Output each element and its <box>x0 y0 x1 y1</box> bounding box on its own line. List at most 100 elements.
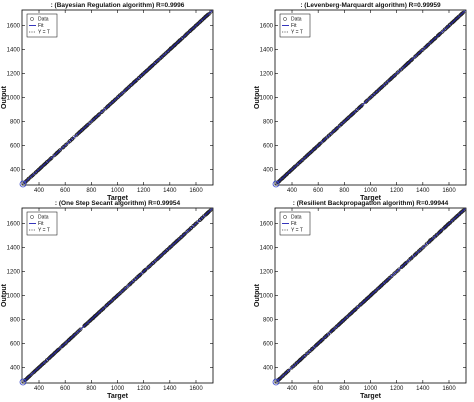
data-point <box>175 40 180 45</box>
data-point <box>447 220 452 225</box>
data-point <box>159 55 164 60</box>
data-point <box>178 38 182 43</box>
data-point <box>166 49 170 54</box>
data-point <box>169 46 173 51</box>
data-point <box>393 72 398 77</box>
data-point <box>152 260 156 265</box>
data-point <box>278 376 283 381</box>
data-point <box>193 23 198 28</box>
data-point <box>340 319 345 324</box>
data-point <box>148 65 153 70</box>
data-point <box>296 161 301 166</box>
data-point <box>28 373 33 378</box>
data-point <box>300 355 305 360</box>
data-point <box>284 370 289 375</box>
data-point <box>150 63 155 68</box>
data-point <box>459 12 464 17</box>
data-point <box>182 232 187 237</box>
data-point <box>209 10 213 14</box>
data-point <box>397 267 401 272</box>
data-point <box>145 68 150 72</box>
data-point <box>38 364 42 369</box>
data-point <box>376 286 381 291</box>
x-tick-label: 600 <box>313 188 324 194</box>
x-tick-label: 1200 <box>390 188 404 194</box>
data-point <box>379 283 384 288</box>
x-axis-label: Target <box>107 195 129 202</box>
data-point <box>63 341 68 346</box>
data-point <box>430 236 435 241</box>
data-point <box>280 176 285 181</box>
data-point <box>388 275 393 279</box>
data-point <box>346 313 351 318</box>
x-tick-label: 600 <box>60 188 71 194</box>
data-point <box>143 70 147 75</box>
data-point <box>424 44 429 49</box>
data-point <box>331 327 335 332</box>
data-point <box>197 20 202 25</box>
data-point <box>23 180 28 184</box>
origin-marker <box>272 180 280 188</box>
data-point <box>54 151 59 156</box>
data-point <box>43 360 47 364</box>
data-point <box>409 58 414 62</box>
data-point <box>434 233 439 238</box>
data-point <box>305 351 310 356</box>
data-point <box>93 115 98 120</box>
y-axis-label: Output <box>1 85 8 109</box>
data-point <box>52 153 56 158</box>
data-point <box>355 108 359 112</box>
data-point <box>30 173 35 178</box>
data-point <box>334 325 338 330</box>
data-point <box>433 35 438 40</box>
x-axis-label: Target <box>360 393 382 400</box>
data-point <box>404 62 409 67</box>
y-tick-label: 600 <box>10 143 21 149</box>
data-point <box>185 229 190 234</box>
data-point <box>25 376 30 381</box>
data-point <box>200 216 204 221</box>
data-point <box>297 160 301 165</box>
data-point <box>155 257 159 262</box>
data-point <box>184 32 188 37</box>
fit-line <box>23 10 213 185</box>
panel-title: : (Levenberg-Marquardt algorithm) R=0.99… <box>300 2 441 9</box>
data-point <box>92 314 97 319</box>
data-point <box>452 19 456 23</box>
x-tick-label: 400 <box>287 386 298 392</box>
legend-box <box>279 13 311 38</box>
data-point <box>372 289 377 294</box>
data-point <box>337 322 341 326</box>
data-point <box>67 139 72 144</box>
y-tick-label: 400 <box>263 365 274 371</box>
data-point <box>345 315 350 319</box>
data-point <box>61 145 66 149</box>
x-tick-label: 1600 <box>442 188 456 194</box>
data-point <box>23 180 27 185</box>
data-point <box>403 261 408 266</box>
data-point <box>429 39 434 44</box>
data-point <box>387 275 392 280</box>
data-point <box>29 174 34 179</box>
data-point <box>200 215 205 220</box>
x-tick-label: 800 <box>339 188 350 194</box>
data-point <box>106 104 110 109</box>
data-point <box>166 49 171 53</box>
data-point <box>129 82 134 87</box>
data-point <box>56 149 61 154</box>
legend-label: Fit <box>38 23 44 29</box>
data-point <box>350 310 354 315</box>
data-point <box>425 43 430 48</box>
data-point <box>122 287 127 292</box>
data-point <box>194 23 198 28</box>
data-point <box>146 265 151 270</box>
data-point <box>123 88 128 93</box>
data-point <box>364 297 369 302</box>
data-point <box>341 318 346 323</box>
data-point <box>276 378 280 383</box>
data-point <box>91 117 96 122</box>
data-point <box>66 140 71 145</box>
data-point <box>454 16 459 21</box>
